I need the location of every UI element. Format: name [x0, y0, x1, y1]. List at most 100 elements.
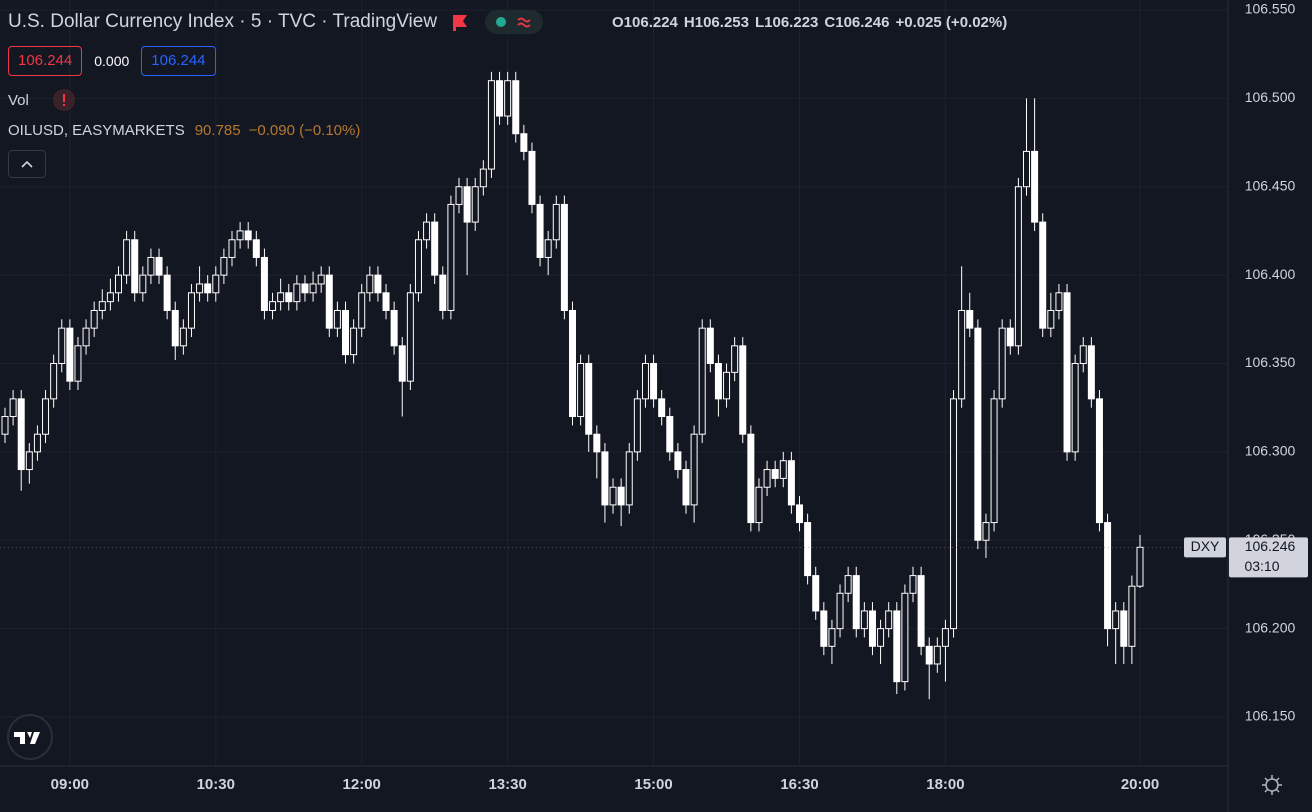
flag-icon[interactable]: [451, 13, 469, 31]
buy-button[interactable]: 106.244: [141, 46, 216, 76]
candle-body: [941, 628, 949, 647]
candle-body: [106, 292, 114, 303]
candle-body: [74, 345, 82, 382]
x-tick-label: 09:00: [51, 776, 89, 793]
candle-body: [528, 150, 536, 205]
price-tag: [1229, 537, 1308, 578]
candle-body: [447, 203, 455, 311]
candle-body: [382, 292, 390, 311]
ohlc-legend: O106.224 H106.253 L106.223 C106.246 +0.025 (…: [612, 14, 1007, 31]
candle-body: [90, 309, 98, 329]
candle-body: [812, 575, 820, 612]
candle-body: [147, 256, 155, 276]
candle-body: [966, 309, 974, 329]
candle-body: [431, 221, 439, 276]
candle-body: [131, 239, 139, 294]
y-tick-label: 106.400: [1245, 266, 1296, 282]
candle-body: [747, 433, 755, 524]
candle-body: [236, 230, 244, 241]
candle-body: [1095, 398, 1103, 524]
status-wave: [517, 17, 531, 28]
candle-body: [658, 398, 666, 418]
candle-body: [536, 203, 544, 258]
candle-body: [82, 327, 90, 347]
candle-body: [958, 309, 966, 400]
y-tick-label: 106.450: [1245, 177, 1296, 193]
candle-body: [990, 398, 998, 524]
candle-body: [1087, 345, 1095, 400]
candle-body: [179, 327, 187, 347]
candle-body: [577, 363, 585, 418]
candle-body: [269, 301, 277, 311]
candle-body: [66, 327, 74, 382]
candle-body: [333, 309, 341, 329]
candle-body: [1, 416, 9, 435]
candle-body: [390, 309, 398, 347]
candle-body: [301, 283, 309, 294]
candle-body: [471, 186, 479, 223]
tv-logo[interactable]: [7, 714, 53, 760]
candle-body: [1047, 309, 1055, 329]
candle-body: [860, 610, 868, 630]
candle-body: [58, 327, 66, 364]
candle-body: [325, 274, 333, 329]
candle-body: [998, 327, 1006, 400]
candle-body: [666, 416, 674, 453]
candle-body: [50, 363, 58, 400]
candle-body: [309, 283, 317, 294]
warning-bar: [62, 94, 65, 102]
candle-body: [244, 230, 252, 241]
candle-body: [277, 292, 285, 303]
candle-body: [601, 451, 609, 506]
candle-body: [885, 610, 893, 630]
candle-body: [220, 256, 228, 276]
candle-body: [25, 451, 33, 471]
candle-body: [698, 327, 706, 435]
ohlc-key: C: [824, 14, 836, 31]
volume-label[interactable]: Vol: [8, 91, 29, 109]
candle-body: [366, 274, 374, 294]
y-tick-label: 106.500: [1245, 89, 1296, 105]
x-tick-label: 12:00: [343, 776, 381, 793]
candle-body: [650, 363, 658, 400]
warning-icon[interactable]: [52, 89, 75, 111]
candle-body: [974, 327, 982, 541]
candle-body: [787, 460, 795, 506]
candle-body: [706, 327, 714, 364]
price-tag-value: 106.246: [1245, 538, 1296, 554]
candle-body: [1079, 345, 1087, 365]
candle-body: [17, 398, 25, 471]
candle-body: [893, 610, 901, 683]
ohlc-value: 106.224: [623, 14, 678, 31]
candle-body: [358, 292, 366, 329]
candle-body: [1120, 610, 1128, 647]
candle-body: [1039, 221, 1047, 329]
symbol-title[interactable]: U.S. Dollar Currency Index · 5 · TVC · T…: [8, 11, 438, 32]
candle-body: [33, 433, 41, 453]
candle-body: [479, 168, 487, 188]
sell-button[interactable]: 106.244: [8, 46, 83, 76]
ohlc-key: H: [683, 14, 695, 31]
candle-body: [1136, 546, 1144, 587]
candle-body: [98, 301, 106, 311]
chevron: [21, 160, 33, 168]
spread: 0.000: [94, 53, 130, 69]
collapse-button[interactable]: [8, 150, 46, 178]
overlay-name[interactable]: OILUSD, EASYMARKETS: [8, 122, 185, 139]
candle-body: [617, 486, 625, 506]
candle-body: [1104, 522, 1112, 630]
candle-body: [9, 398, 17, 418]
candle-body: [779, 460, 787, 479]
x-tick-label: 18:00: [926, 776, 964, 793]
settings-icon[interactable]: [1262, 775, 1282, 795]
candle-body: [520, 133, 528, 152]
candle-body: [252, 239, 260, 258]
candle-body: [877, 628, 885, 647]
candle-body: [204, 283, 212, 294]
x-tick-label: 20:00: [1121, 776, 1159, 793]
x-tick-label: 16:30: [780, 776, 818, 793]
market-status[interactable]: [485, 10, 544, 34]
ohlc-change: +0.025 (+0.02%): [895, 14, 1008, 31]
candle-body: [739, 345, 747, 435]
candle-body: [171, 309, 179, 347]
